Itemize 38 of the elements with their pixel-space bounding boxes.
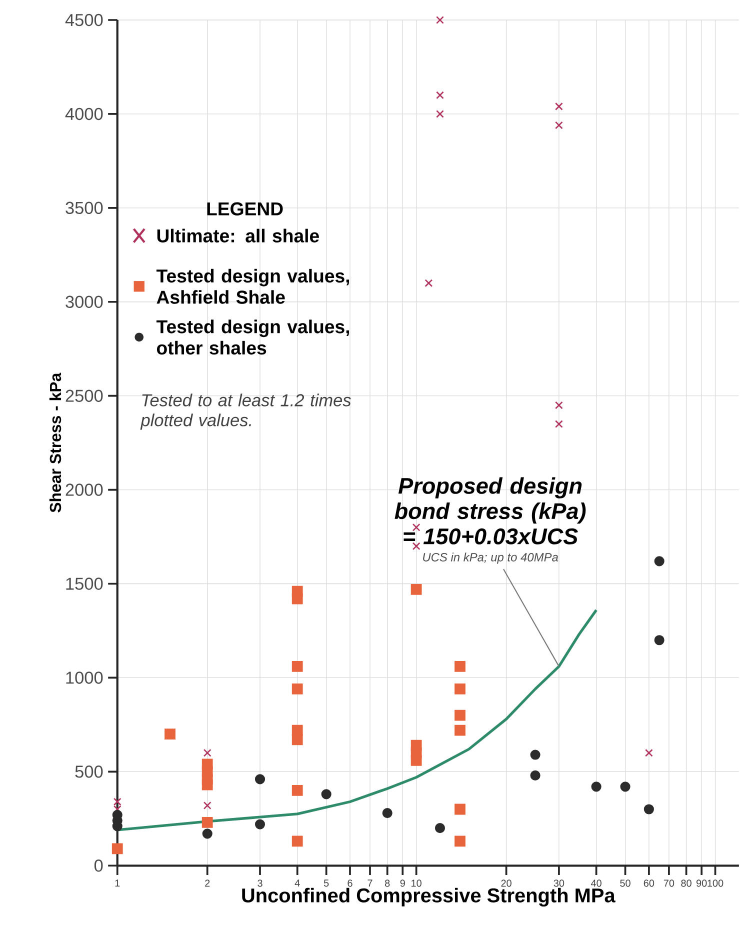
x-tick-label: 4 <box>294 880 300 887</box>
y-tick-label: 1500 <box>66 578 103 590</box>
legend-label: Tested design values, Ashfield Shale <box>156 268 350 304</box>
x-tick-label: 2 <box>205 880 210 887</box>
x-tick-label: 90 <box>696 880 707 887</box>
x-tick-label: 70 <box>664 880 674 887</box>
x-tick-label: 7 <box>368 880 372 887</box>
x-tick-label: 6 <box>348 880 352 887</box>
x-tick-label: 80 <box>681 880 692 887</box>
x-tick-label: 20 <box>501 880 512 887</box>
y-axis-title: Shear Stress - kPa <box>49 372 62 512</box>
y-tick-label: 4000 <box>65 108 103 120</box>
x-tick-label: 9 <box>400 880 405 887</box>
annotation: Proposed design bond stress (kPa) = 150+0.03xUCS <box>394 477 586 544</box>
y-tick-label: 2000 <box>66 484 103 496</box>
legend-label: Tested design values, other shales <box>156 320 350 355</box>
y-tick-label: 500 <box>75 766 103 778</box>
x-tick-label: 40 <box>591 880 602 887</box>
y-tick-label: 0 <box>94 860 103 872</box>
x-tick-label: 8 <box>385 880 390 887</box>
x-tick-label: 5 <box>324 880 329 887</box>
x-tick-label: 30 <box>554 880 564 887</box>
x-tick-label: 10 <box>412 880 422 887</box>
x-axis-title: Unconfined Compressive Strength MPa <box>242 888 616 907</box>
y-tick-label: 1000 <box>66 672 103 684</box>
y-tick-label: 3500 <box>66 202 103 214</box>
y-tick-label: 3000 <box>66 296 103 308</box>
annotation: UCS in kPa; up to 40MPa <box>423 552 558 564</box>
x-tick-label: 60 <box>644 880 654 887</box>
annotation: Tested to at least 1.2 times plotted values. <box>140 394 351 430</box>
y-tick-label: 2500 <box>66 390 103 402</box>
x-tick-label: 3 <box>258 880 262 887</box>
x-tick-label: 50 <box>620 880 630 887</box>
legend-title: LEGEND <box>207 202 283 216</box>
legend-label: Ultimate: all shale <box>157 228 319 242</box>
x-tick-label: 1 <box>115 880 120 887</box>
y-tick-label: 4500 <box>65 14 103 26</box>
x-tick-label: 100 <box>708 880 724 887</box>
